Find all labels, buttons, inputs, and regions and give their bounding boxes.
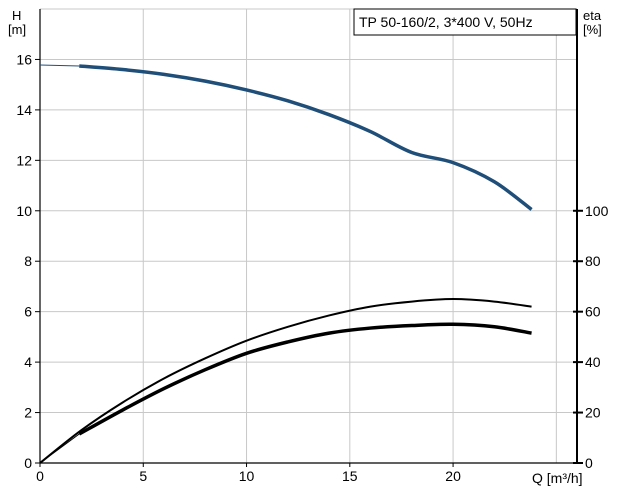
efficiency-upper-line [39, 298, 532, 464]
y-left-tick-label: 6 [24, 304, 32, 320]
y-right-tick-label: 0 [585, 455, 593, 471]
x-axis-label: Q [m³/h] [532, 470, 583, 486]
y-left-tick-label: 8 [24, 253, 32, 269]
x-tick-label: 20 [445, 468, 461, 484]
y-right-axis-label-unit: [%] [583, 22, 602, 37]
ticks-group: 0 5 10 15 20 0 2 4 6 8 10 12 14 16 0 20 40 60 80 100 [16, 51, 608, 484]
efficiency-lower-line [78, 322, 532, 436]
axes [39, 9, 578, 464]
efficiency-lower-extrapolated-line [39, 433, 80, 464]
x-tick-label: 5 [139, 468, 147, 484]
title-box [353, 8, 577, 36]
y-left-tick-label: 10 [16, 203, 32, 219]
chart-title: TP 50-160/2, 3*400 V, 50Hz [359, 14, 533, 30]
y-right-tick-label: 20 [585, 405, 601, 421]
head-extrapolated-line [39, 64, 80, 67]
y-left-axis-label-unit: [m] [8, 22, 26, 37]
y-right-axis-label-top: eta [583, 8, 602, 23]
y-right-tick-label: 60 [585, 304, 601, 320]
y-left-tick-label: 14 [16, 102, 32, 118]
series-group [39, 64, 533, 464]
y-left-tick-label: 4 [24, 354, 32, 370]
x-tick-label: 15 [342, 468, 358, 484]
y-left-tick-label: 12 [16, 152, 32, 168]
y-left-tick-label: 0 [24, 455, 32, 471]
y-right-tick-label: 100 [585, 203, 609, 219]
x-tick-label: 0 [36, 468, 44, 484]
grid [40, 8, 577, 463]
y-left-axis-label-top: H [12, 8, 21, 23]
head-line [79, 64, 533, 211]
y-left-tick-label: 2 [24, 405, 32, 421]
y-right-tick-label: 80 [585, 253, 601, 269]
x-tick-label: 10 [239, 468, 255, 484]
y-right-tick-label: 40 [585, 354, 601, 370]
y-left-tick-label: 16 [16, 51, 32, 67]
